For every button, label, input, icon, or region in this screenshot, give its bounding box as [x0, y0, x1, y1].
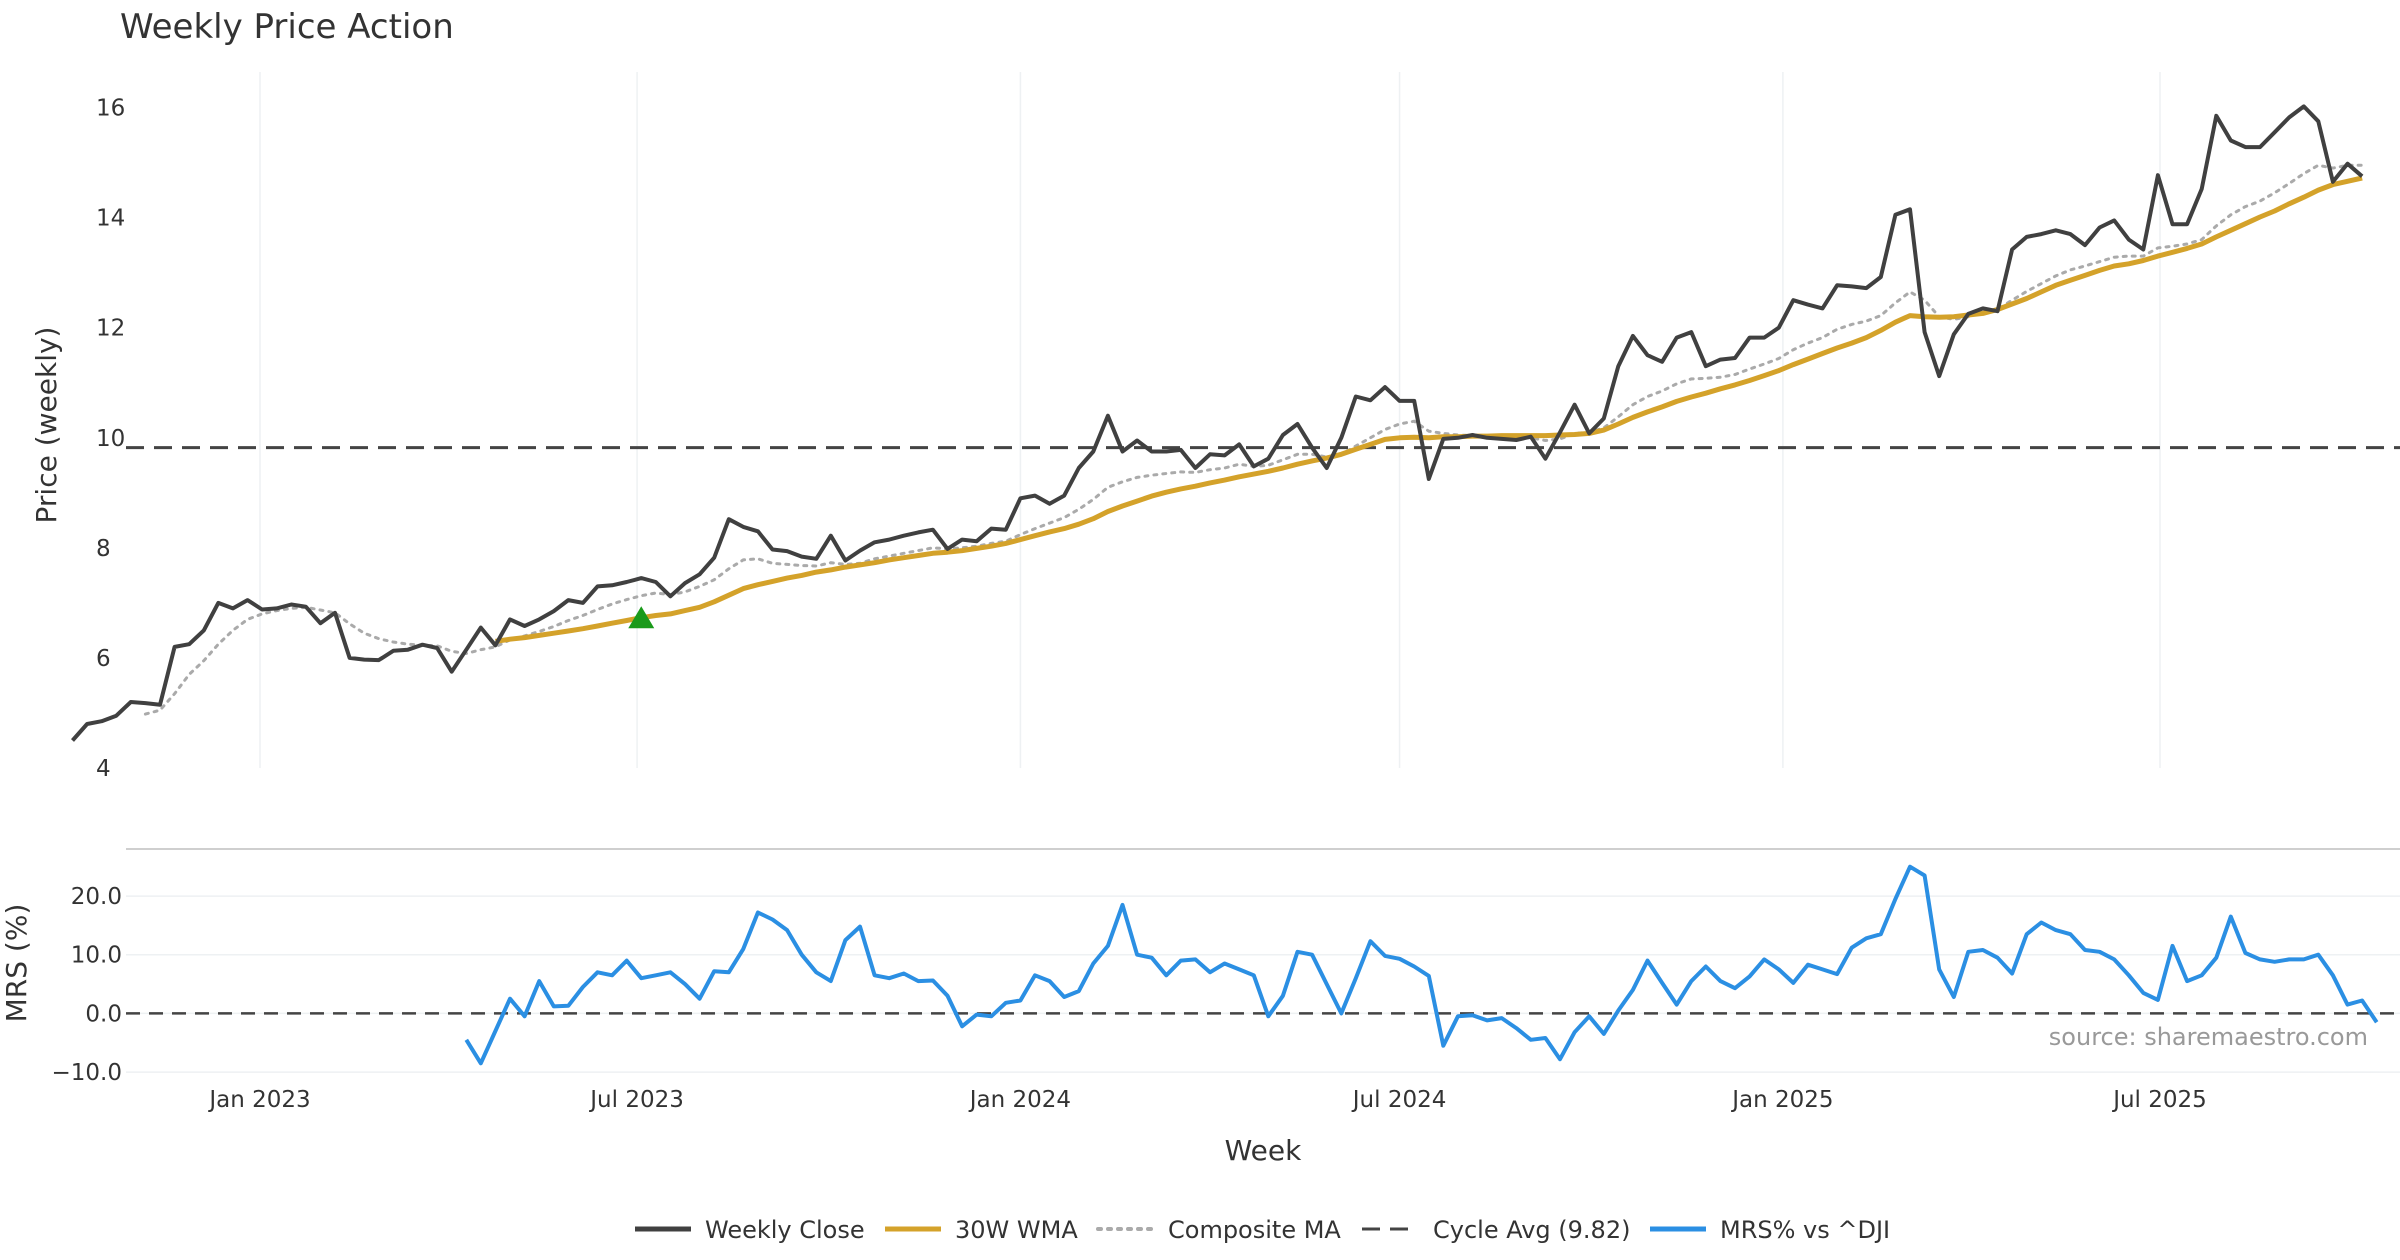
chart-title: Weekly Price Action: [120, 7, 454, 47]
legend-label: Weekly Close: [705, 1216, 865, 1244]
legend: Weekly Close 30W WMA Composite MA Cycle Avg…: [635, 1216, 1890, 1244]
weekly-close-line: [71, 104, 2364, 742]
source-note: source: sharemaestro.com: [2049, 1023, 2368, 1051]
x-tick-label: Jul 2025: [2111, 1087, 2207, 1113]
mrs-y-tick-label: 0.0: [85, 1001, 122, 1027]
price-y-tick-label: 6: [96, 646, 111, 672]
mrs-y-axis-title: MRS (%): [0, 904, 33, 1023]
mrs-panel: 20.0 10.0 0.0 −10.0: [52, 864, 2400, 1086]
price-y-tick-label: 16: [96, 96, 125, 122]
price-y-tick-label: 10: [96, 426, 125, 452]
x-axis-title: Week: [1225, 1134, 1302, 1167]
mrs-y-tick-label: −10.0: [52, 1060, 122, 1086]
legend-label: Composite MA: [1168, 1216, 1341, 1244]
price-y-axis-title: Price (weekly): [30, 327, 63, 524]
price-y-tick-label: 8: [96, 536, 111, 562]
x-tick-label: Jul 2023: [588, 1087, 684, 1113]
x-axis: Jan 2023 Jul 2023 Jan 2024 Jul 2024 Jan 2025…: [207, 1087, 2206, 1113]
legend-label: Cycle Avg (9.82): [1433, 1216, 1630, 1244]
wma-30w-line: [495, 175, 2363, 644]
buy-signal-marker: [628, 606, 655, 629]
mrs-line: [464, 864, 2379, 1066]
price-y-tick-label: 4: [96, 756, 111, 782]
x-tick-label: Jan 2023: [207, 1087, 310, 1113]
mrs-y-tick-label: 10.0: [71, 943, 122, 969]
price-y-tick-label: 14: [96, 206, 125, 232]
mrs-y-tick-label: 20.0: [71, 884, 122, 910]
price-panel: 4 6 8 10 12 14 16: [71, 72, 2400, 782]
price-y-tick-label: 12: [96, 316, 125, 342]
legend-label: 30W WMA: [955, 1216, 1078, 1244]
x-tick-label: Jan 2025: [1730, 1087, 1833, 1113]
x-tick-label: Jul 2024: [1351, 1087, 1447, 1113]
x-tick-label: Jan 2024: [968, 1087, 1071, 1113]
legend-label: MRS% vs ^DJI: [1720, 1216, 1890, 1244]
